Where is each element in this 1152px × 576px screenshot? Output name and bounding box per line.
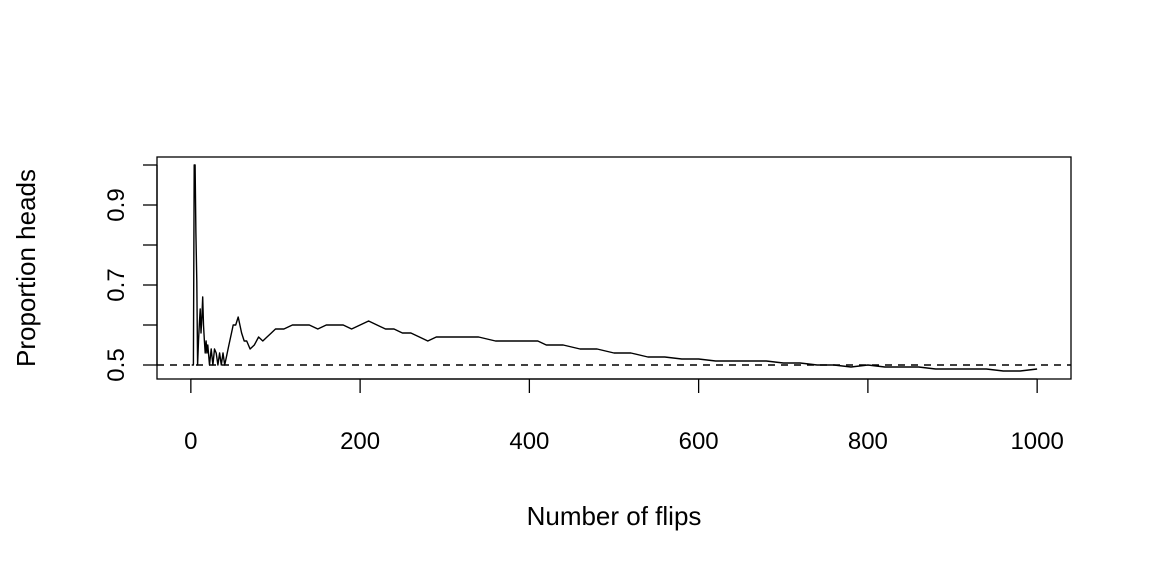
x-tick-label: 200	[340, 428, 380, 455]
x-axis: 0 200 400 600 800 1000	[184, 378, 1064, 455]
y-tick-label: 0.5	[103, 348, 130, 381]
x-tick-label: 1000	[1010, 428, 1063, 455]
y-axis-title: Proportion heads	[11, 169, 41, 367]
x-tick-label: 0	[184, 428, 197, 455]
x-tick-label: 800	[848, 428, 888, 455]
x-tick-label: 400	[509, 428, 549, 455]
x-axis-title: Number of flips	[527, 501, 702, 531]
y-tick-label: 0.9	[103, 188, 130, 221]
plot-frame	[156, 156, 1072, 380]
plot-area	[157, 164, 1071, 372]
series-line-0	[191, 164, 1038, 372]
x-tick-label: 600	[679, 428, 719, 455]
y-axis: 0.5 0.7 0.9	[103, 164, 158, 382]
y-tick-label: 0.7	[103, 268, 130, 301]
